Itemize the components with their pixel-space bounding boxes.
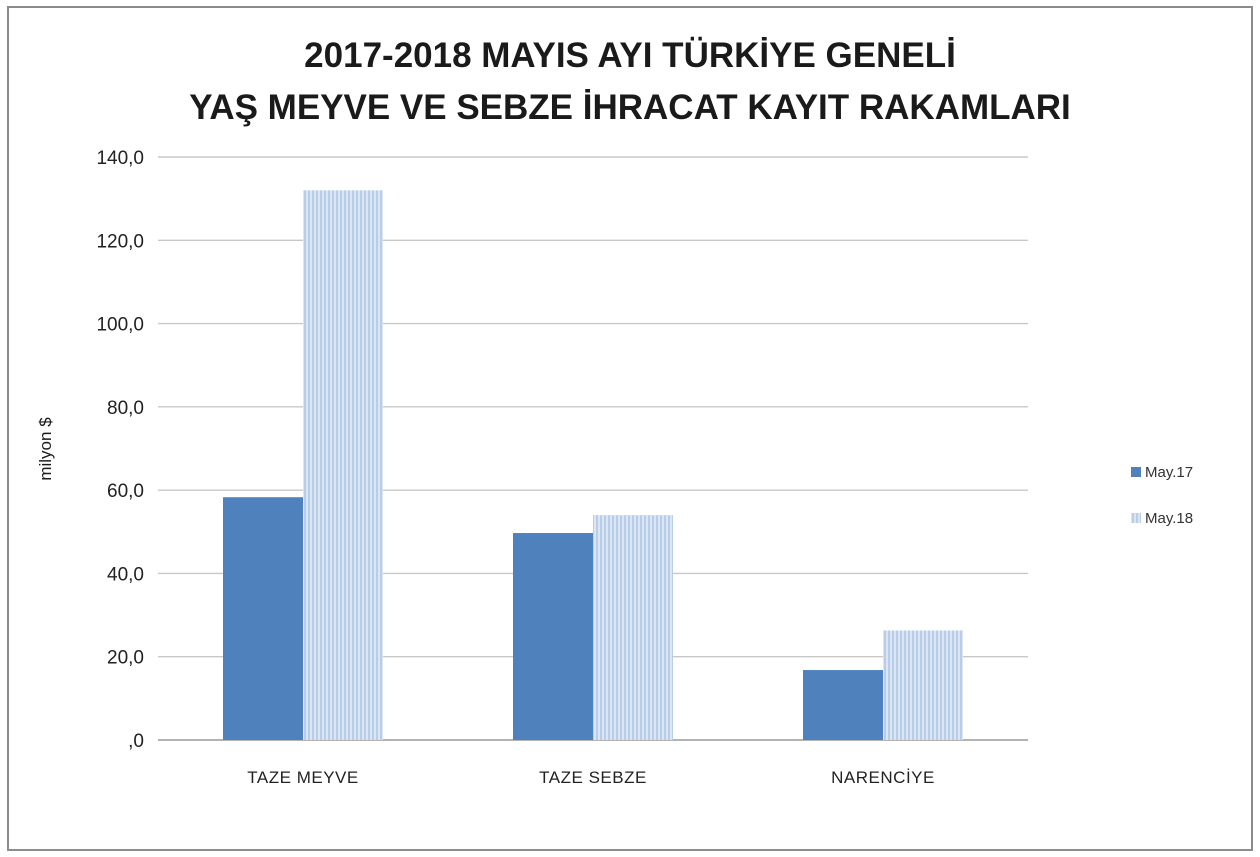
- bar-may18-1: [593, 515, 673, 740]
- bar-may18-0: [303, 190, 383, 741]
- bar-may17-0: [223, 497, 303, 740]
- bars: [223, 190, 963, 741]
- chart-title-line-1: 2017-2018 MAYIS AYI TÜRKİYE GENELİ: [304, 36, 956, 75]
- chart-title: 2017-2018 MAYIS AYI TÜRKİYE GENELİ YAŞ M…: [0, 30, 1260, 134]
- y-axis-ticks: ,0 20,0 40,0 60,0 80,0 100,0 120,0 140,0: [96, 148, 144, 752]
- x-category-label: TAZE MEYVE: [247, 768, 358, 787]
- bar-may17-1: [513, 533, 593, 740]
- legend-swatch: [1131, 467, 1141, 477]
- legend-label: May.18: [1145, 510, 1193, 527]
- y-tick-label: 60,0: [107, 481, 144, 502]
- x-category-label: NARENCİYE: [831, 768, 935, 787]
- y-tick-label: 40,0: [107, 564, 144, 585]
- y-tick-label: 120,0: [96, 231, 144, 252]
- y-tick-label: 100,0: [96, 315, 144, 336]
- x-category-label: TAZE SEBZE: [539, 768, 647, 787]
- y-tick-label: 20,0: [107, 648, 144, 669]
- legend: May.17 May.18: [1131, 464, 1193, 527]
- bar-may17-2: [803, 670, 883, 740]
- chart-title-line-2: YAŞ MEYVE VE SEBZE İHRACAT KAYIT RAKAMLA…: [189, 88, 1071, 127]
- legend-swatch: [1131, 513, 1141, 523]
- x-axis-categories: TAZE MEYVE TAZE SEBZE NARENCİYE: [247, 768, 935, 787]
- y-tick-label: 140,0: [96, 148, 144, 169]
- y-tick-label: 80,0: [107, 398, 144, 419]
- bar-may18-2: [883, 630, 963, 740]
- y-tick-label: ,0: [128, 731, 144, 752]
- legend-label: May.17: [1145, 464, 1193, 481]
